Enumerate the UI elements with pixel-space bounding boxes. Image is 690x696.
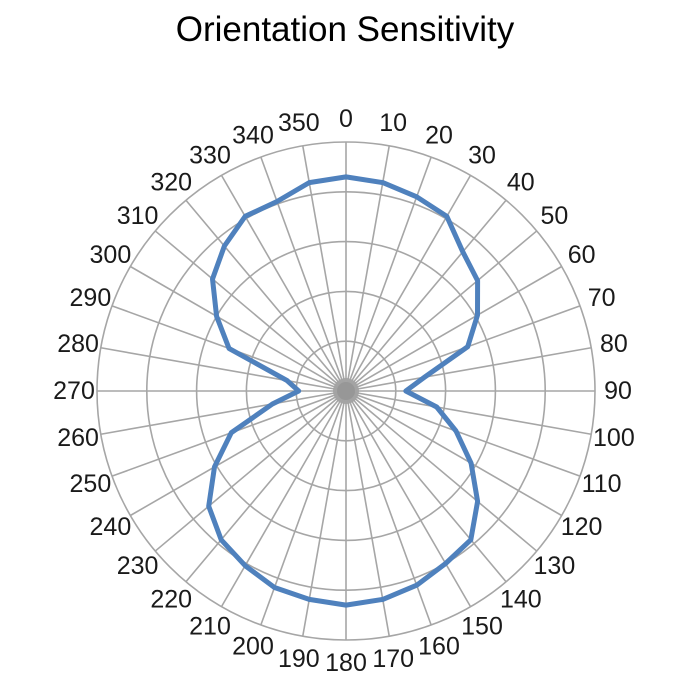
angle-label-230: 230 [117,552,159,580]
center-hub-core [337,382,355,400]
grid-spoke [100,346,347,392]
angle-label-120: 120 [561,513,603,541]
chart-title: Orientation Sensitivity [175,10,515,49]
grid-spoke [345,145,391,392]
angle-label-170: 170 [372,645,414,673]
angle-label-310: 310 [117,202,159,230]
angle-label-240: 240 [90,513,132,541]
angle-label-150: 150 [461,613,503,641]
grid-spoke [220,174,347,392]
grid-spoke [185,390,347,583]
angle-label-220: 220 [150,585,192,613]
center-hub [333,378,359,404]
angle-label-200: 200 [232,633,274,661]
angle-label-320: 320 [150,169,192,197]
angle-label-290: 290 [70,284,112,312]
angle-label-260: 260 [57,424,99,452]
angle-label-110: 110 [582,470,622,498]
angle-label-0: 0 [339,105,353,133]
orientation-series-line [206,174,481,608]
grid-spoke [345,265,563,392]
angle-label-50: 50 [540,202,568,230]
grid-spoke [345,390,581,477]
grid-spoke [154,390,347,552]
grid-spoke [345,174,472,392]
grid-spoke [345,390,592,436]
grid-spoke [345,230,538,392]
grid-spoke [129,265,347,392]
grid-spoke [345,346,592,392]
grid-spoke [345,390,563,517]
angle-label-330: 330 [189,141,231,169]
angle-label-140: 140 [500,585,542,613]
angle-label-190: 190 [278,645,320,673]
angle-label-90: 90 [604,377,632,405]
angle-label-300: 300 [90,241,132,269]
grid-spoke [301,390,347,637]
angle-label-30: 30 [468,141,496,169]
angle-label-10: 10 [379,109,407,137]
grid-spoke [185,199,347,392]
grid-spoke [100,390,347,436]
angle-label-350: 350 [278,109,320,137]
grid-spoke [220,390,347,608]
grid-spoke [345,390,391,637]
grid-spoke [345,390,472,608]
angle-label-100: 100 [593,424,635,452]
angle-label-130: 130 [534,552,576,580]
angle-label-40: 40 [507,169,535,197]
angle-label-180: 180 [325,649,367,677]
angle-label-210: 210 [189,613,231,641]
angle-label-70: 70 [588,284,616,312]
angle-label-20: 20 [425,121,453,149]
grid-spoke [345,199,507,392]
angle-label-80: 80 [600,330,628,358]
angle-label-280: 280 [57,330,99,358]
grid-spoke [154,230,347,392]
angle-label-340: 340 [232,121,274,149]
angle-label-60: 60 [568,241,596,269]
grid-spoke [129,390,347,517]
grid-spoke [301,145,347,392]
angle-label-250: 250 [70,470,112,498]
series-group [206,174,481,608]
grid-spoke [345,390,538,552]
angle-label-270: 270 [53,377,95,405]
grid-spoke [260,156,347,392]
grid-spoke [345,390,507,583]
angle-label-160: 160 [418,633,460,661]
